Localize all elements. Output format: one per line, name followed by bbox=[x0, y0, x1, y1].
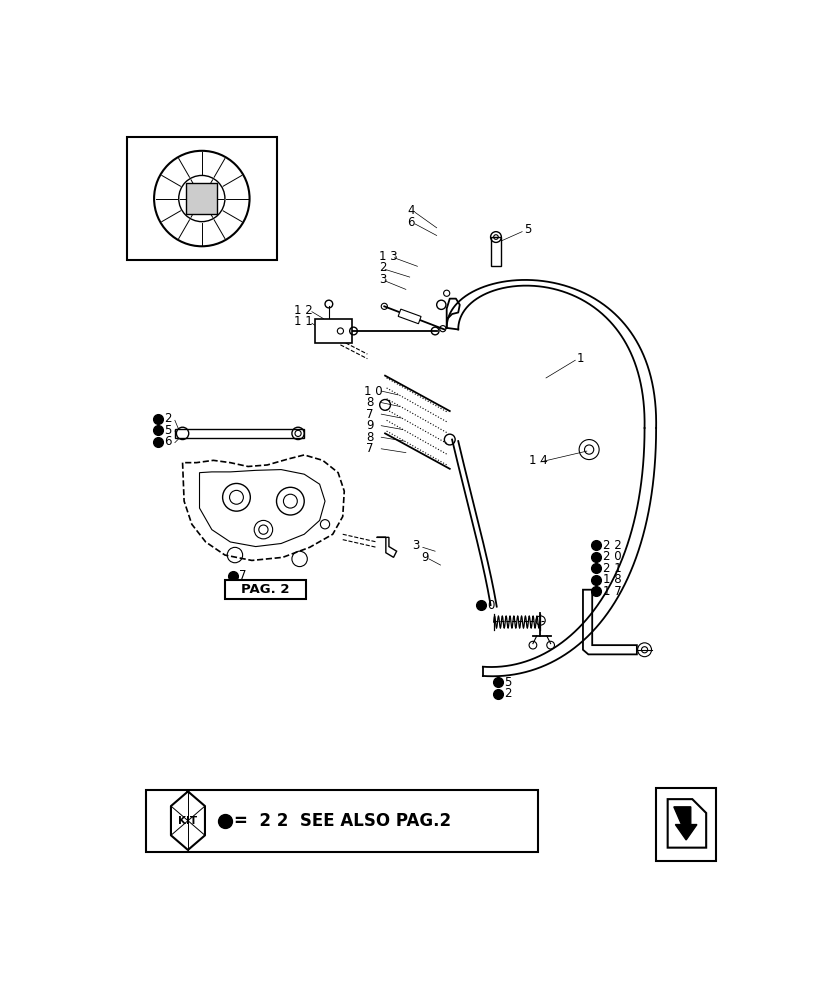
Bar bbox=[146, 790, 538, 852]
Text: 5: 5 bbox=[504, 676, 511, 689]
Text: 9: 9 bbox=[421, 551, 428, 564]
Text: 7: 7 bbox=[238, 569, 246, 582]
Text: 8: 8 bbox=[366, 396, 373, 409]
Text: 8: 8 bbox=[366, 431, 373, 444]
Text: 1: 1 bbox=[576, 352, 584, 365]
Text: 2: 2 bbox=[379, 261, 386, 274]
Text: 1 3: 1 3 bbox=[379, 250, 397, 263]
Text: 2 2: 2 2 bbox=[602, 539, 621, 552]
Text: 1 7: 1 7 bbox=[602, 585, 621, 598]
Text: 3: 3 bbox=[412, 539, 419, 552]
Bar bbox=[127, 137, 277, 260]
Text: 5: 5 bbox=[164, 424, 171, 437]
Text: 1 0: 1 0 bbox=[363, 385, 382, 398]
Text: 3: 3 bbox=[379, 273, 386, 286]
Text: =  2 2  SEE ALSO PAG.2: = 2 2 SEE ALSO PAG.2 bbox=[234, 812, 451, 830]
Text: 1 8: 1 8 bbox=[602, 573, 621, 586]
Text: 7: 7 bbox=[366, 442, 373, 455]
Text: 4: 4 bbox=[407, 204, 414, 217]
Bar bbox=[314, 319, 351, 343]
Text: KIT: KIT bbox=[178, 816, 198, 826]
Bar bbox=[186, 183, 217, 214]
Text: 7: 7 bbox=[366, 408, 373, 421]
Text: 6: 6 bbox=[164, 435, 171, 448]
Text: 0: 0 bbox=[487, 599, 495, 612]
Text: 1 4: 1 4 bbox=[528, 454, 547, 467]
Text: 1 1: 1 1 bbox=[294, 315, 313, 328]
Text: 1 2: 1 2 bbox=[294, 304, 313, 317]
Text: 2: 2 bbox=[504, 687, 511, 700]
Bar bbox=[225, 580, 305, 599]
Bar bbox=[398, 309, 421, 324]
Bar bbox=[490, 237, 500, 266]
Text: 5: 5 bbox=[523, 223, 530, 236]
Bar bbox=[655, 788, 715, 861]
Bar bbox=[174, 429, 304, 438]
Text: 2: 2 bbox=[164, 412, 171, 425]
Text: 9: 9 bbox=[366, 419, 373, 432]
Text: PAG. 2: PAG. 2 bbox=[241, 583, 289, 596]
Polygon shape bbox=[673, 807, 696, 840]
Text: 2 0: 2 0 bbox=[602, 550, 621, 563]
Text: 8: 8 bbox=[238, 581, 246, 594]
Text: 6: 6 bbox=[407, 216, 414, 229]
Text: 2 1: 2 1 bbox=[602, 562, 621, 575]
